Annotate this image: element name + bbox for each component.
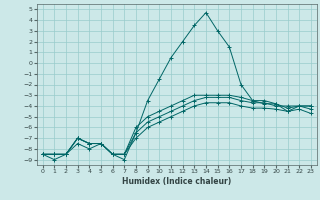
X-axis label: Humidex (Indice chaleur): Humidex (Indice chaleur): [122, 177, 231, 186]
